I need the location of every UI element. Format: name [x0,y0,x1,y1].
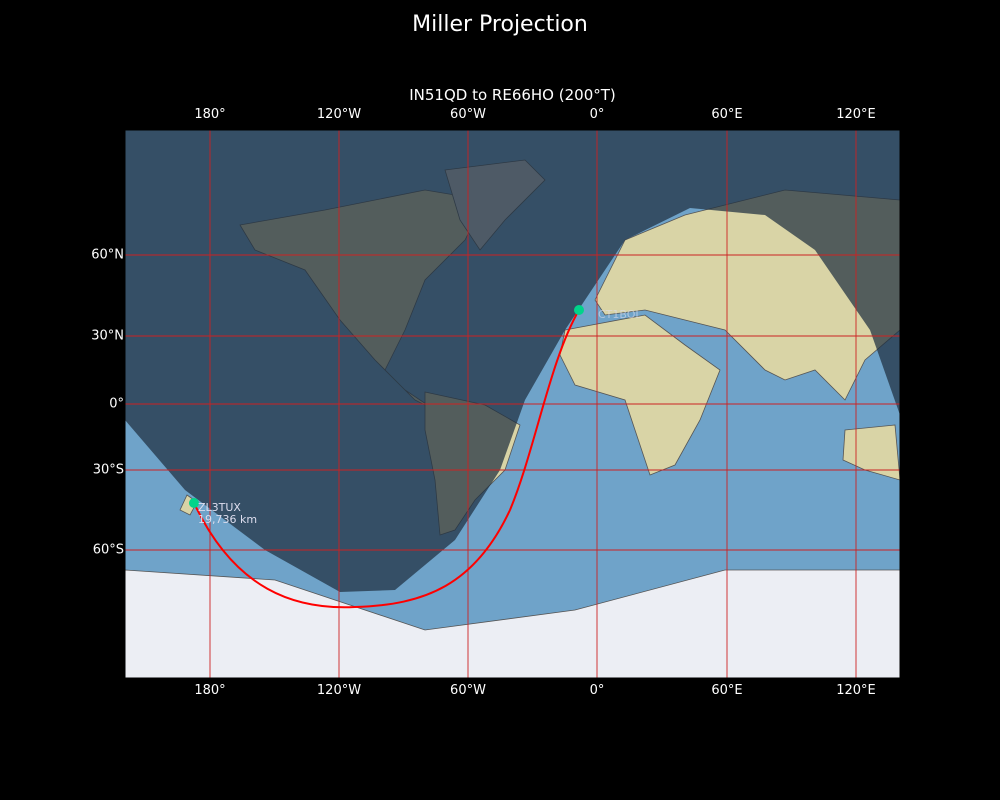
lat-tick: 30°N [91,328,124,344]
lat-tick: 60°S [92,542,124,558]
antarctica [125,569,900,678]
lon-tick: 0° [589,683,605,698]
australia [842,424,900,481]
station-label-ct1bol: CT1BOL [598,308,642,321]
map-canvas[interactable]: CT1BOL ZL3TUX 19,736 km [125,130,900,678]
lon-tick: 120°W [316,107,362,122]
lat-tick: 0° [109,396,124,412]
lon-tick: 60°E [711,683,743,698]
distance-label: 19,736 km [198,513,257,526]
lon-tick: 0° [589,107,605,122]
figure-title: Miller Projection [412,12,588,37]
station-marker-ct1bol[interactable] [574,305,584,315]
lat-tick: 30°S [92,462,124,478]
lon-tick: 180° [194,107,226,122]
lon-tick: 60°W [450,683,486,698]
lon-tick: 60°W [450,107,486,122]
lon-tick: 120°E [836,107,876,122]
lon-tick: 120°W [316,683,362,698]
station-label-zl3tux: ZL3TUX [198,501,241,514]
great-circle-route [193,309,580,609]
graticule [125,130,900,678]
lon-tick: 120°E [836,683,876,698]
lon-tick: 180° [194,683,226,698]
map-subtitle: IN51QD to RE66HO (200°T) [409,86,616,104]
station-marker-zl3tux[interactable] [189,498,199,508]
night-shading [125,130,900,592]
lon-tick: 60°E [711,107,743,122]
lat-tick: 60°N [91,247,124,263]
